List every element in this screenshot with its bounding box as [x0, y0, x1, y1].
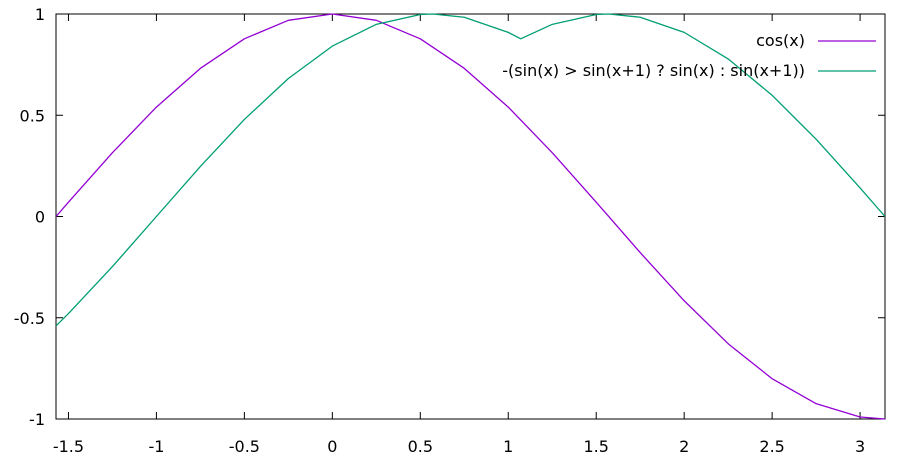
y-tick-label: 0.5: [20, 106, 45, 125]
legend-label-cos: cos(x): [756, 31, 805, 50]
x-tick-label: 2: [679, 437, 689, 456]
series-group: [55, 13, 886, 420]
legend: cos(x) -(sin(x) > sin(x+1) ? sin(x) : si…: [502, 31, 876, 80]
x-tick-label: 1.5: [583, 437, 608, 456]
x-tick-label: 3: [855, 437, 865, 456]
x-tick-label: -1: [148, 437, 164, 456]
x-tick-label: 2.5: [759, 437, 784, 456]
y-tick-label: -1: [29, 410, 45, 429]
x-tick-label: -0.5: [229, 437, 260, 456]
x-tick-label: -1.5: [53, 437, 84, 456]
x-tick-label: 1: [503, 437, 513, 456]
y-tick-label: 0: [35, 208, 45, 227]
legend-label-neg-max-sin: -(sin(x) > sin(x+1) ? sin(x) : sin(x+1)): [502, 61, 805, 80]
series-line-1: [55, 13, 886, 327]
axis-ticks: -1.5 -1 -0.5 0 0.5 1 1.5 2 2.5 3 -1 -0.5 0 0.5 1: [14, 5, 885, 456]
x-tick-label: 0.5: [408, 437, 433, 456]
x-tick-label: 0: [327, 437, 337, 456]
series-line-0: [55, 13, 886, 420]
y-tick-label: -0.5: [14, 309, 45, 328]
y-tick-label: 1: [35, 5, 45, 24]
